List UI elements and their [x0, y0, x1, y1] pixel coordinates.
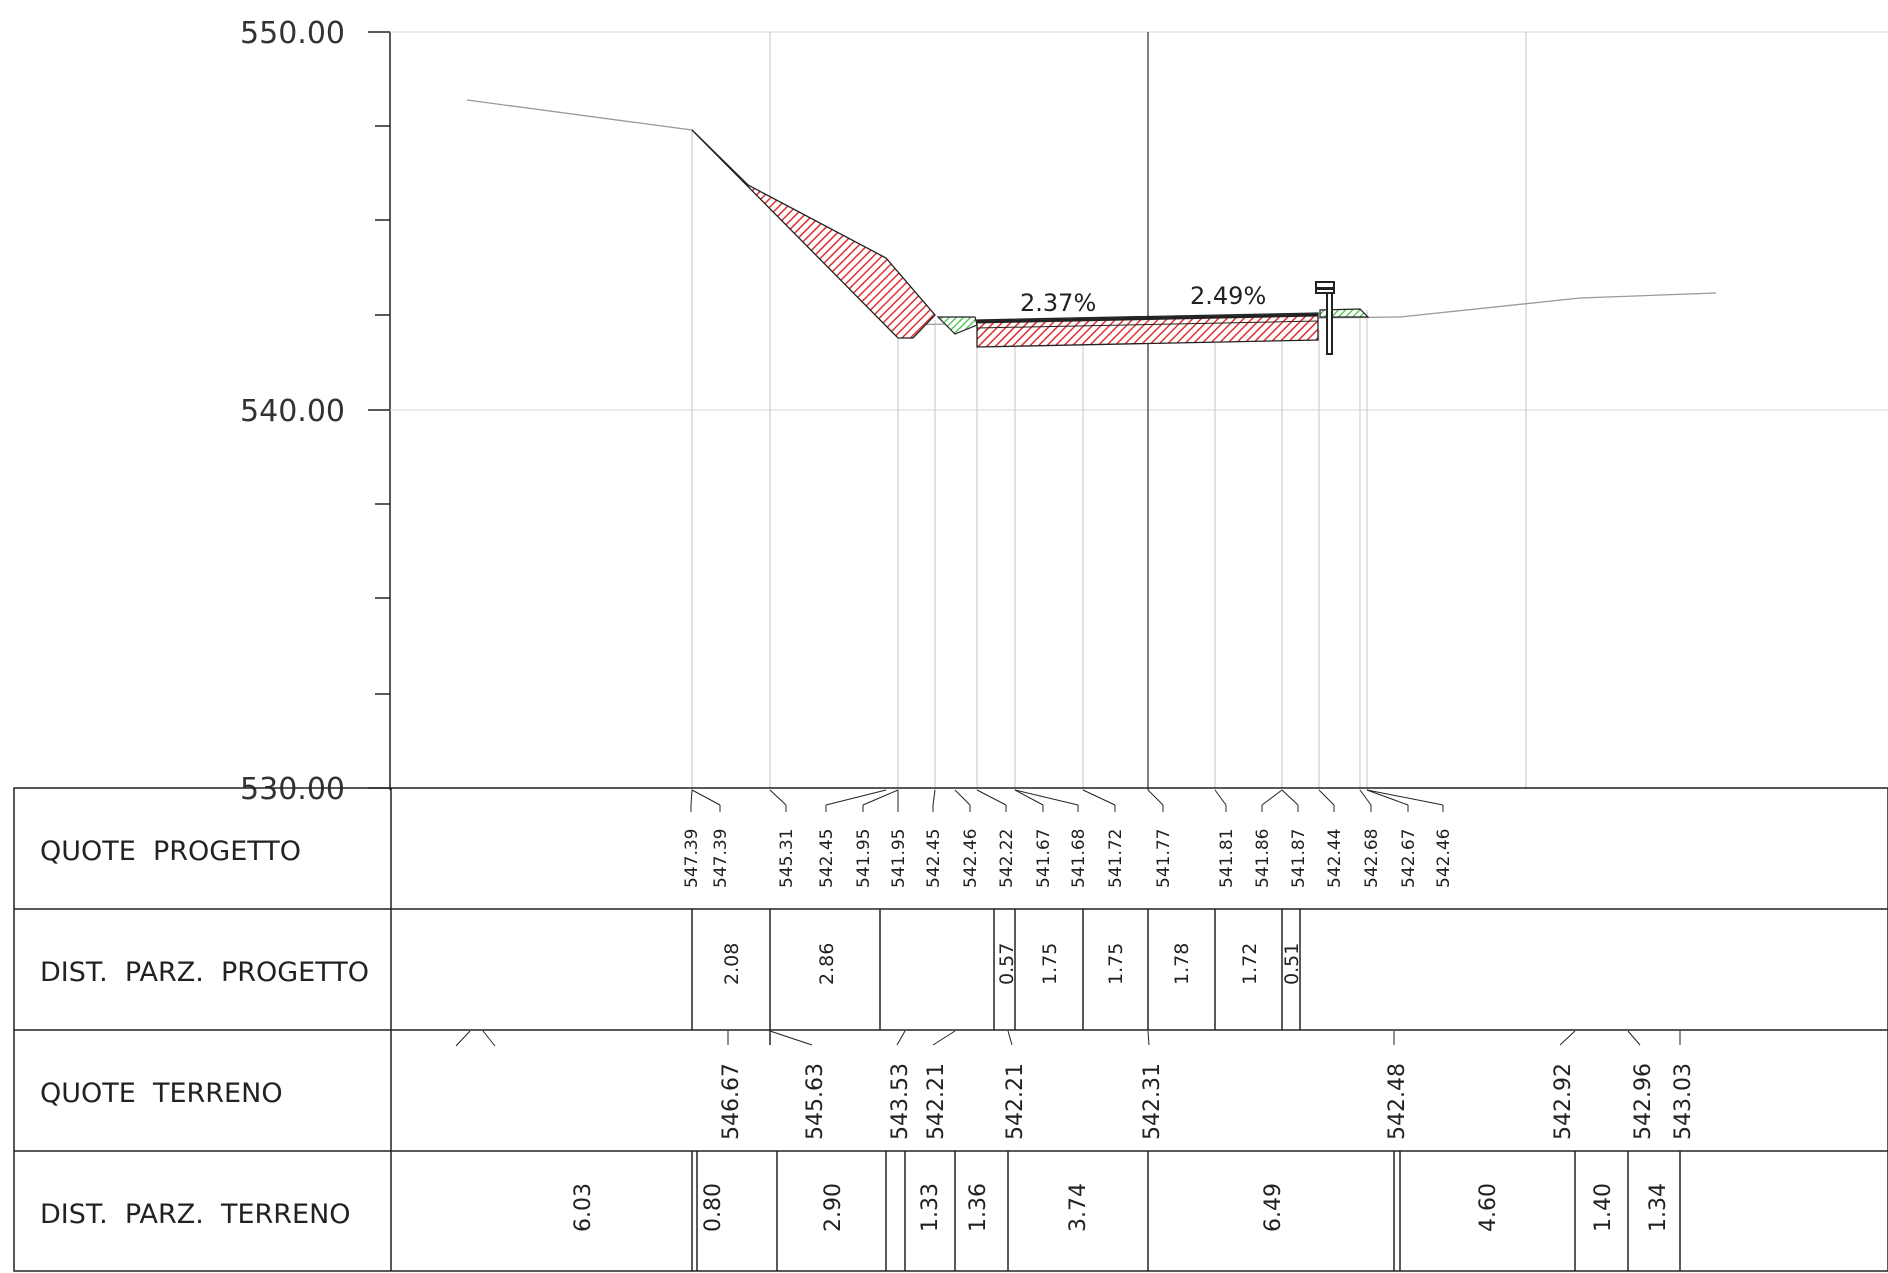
grid-lines	[390, 31, 1888, 411]
row-label-dist-parz-terreno: DIST. PARZ. TERRENO	[40, 1199, 351, 1230]
dist-parz-progetto-value: 1.75	[1105, 943, 1127, 985]
y-label-540: 540.00	[240, 394, 345, 429]
qp-leader	[976, 789, 1007, 806]
qp-leader	[1359, 789, 1372, 806]
quote-progetto-value: 542.44	[1325, 829, 1345, 888]
qp-leader	[1281, 789, 1299, 806]
qt-leader	[1147, 1030, 1150, 1046]
qt-leader	[896, 1030, 906, 1046]
quote-progetto-value: 542.46	[1434, 829, 1454, 888]
qp-leader	[1366, 789, 1409, 806]
dist-parz-terreno-value: 1.36	[966, 1183, 991, 1232]
qt-leader	[1559, 1030, 1576, 1046]
qt-leader	[455, 1030, 471, 1047]
quote-progetto-value: 547.39	[711, 829, 731, 888]
quote-progetto-value: 542.68	[1362, 829, 1382, 888]
quote-terreno-value: 542.31	[1140, 1063, 1165, 1140]
quote-progetto-value: 547.39	[682, 829, 702, 888]
quote-terreno-value: 543.53	[888, 1063, 913, 1140]
embankment-cut-area	[691, 129, 936, 339]
dist-parz-progetto-value: 1.75	[1039, 943, 1061, 985]
quote-progetto-value: 541.95	[889, 829, 909, 888]
dist-parz-progetto-value: 1.78	[1171, 943, 1193, 985]
quote-terreno-value: 543.03	[1671, 1063, 1696, 1140]
dist-parz-terreno-value: 4.60	[1476, 1183, 1501, 1232]
left-ditch	[936, 316, 978, 335]
dist-parz-progetto-value: 2.86	[816, 943, 838, 985]
qp-leader	[932, 789, 936, 806]
slope-left: 2.37%	[1020, 289, 1096, 317]
qt-leader	[1007, 1030, 1013, 1046]
dist-parz-terreno-value: 1.33	[918, 1183, 943, 1232]
vertical-guide-lines	[691, 32, 1527, 790]
dist-parz-terreno-values: 6.03 0.80 2.90 1.33 1.36 3.74 6.49 4.60 1.40 1.34	[571, 1151, 1681, 1271]
qt-leader	[1627, 1030, 1641, 1046]
quote-progetto-value: 542.45	[924, 829, 944, 888]
quote-terreno-value: 542.21	[1003, 1063, 1028, 1140]
dist-parz-progetto-value: 2.08	[721, 943, 743, 985]
qt-leader	[482, 1030, 496, 1047]
quote-progetto-value: 541.81	[1217, 829, 1237, 888]
quote-progetto-values: 547.39 547.39 545.31 542.45 541.95 541.95 542.…	[682, 789, 1454, 888]
qp-leader	[1147, 789, 1164, 806]
qp-leader	[1214, 789, 1227, 806]
qp-leader	[1014, 789, 1044, 806]
dist-parz-terreno-value: 6.03	[571, 1183, 596, 1232]
qp-leader	[690, 789, 693, 806]
quote-progetto-value: 541.72	[1106, 829, 1126, 888]
qp-leader	[954, 789, 971, 806]
quote-progetto-value: 542.22	[997, 829, 1017, 888]
dist-parz-progetto-value: 0.57	[996, 943, 1018, 985]
quote-terreno-value: 542.92	[1551, 1063, 1576, 1140]
quote-terreno-value: 546.67	[719, 1063, 744, 1140]
dist-parz-progetto-value: 0.51	[1281, 943, 1303, 985]
qp-leader	[1014, 789, 1079, 806]
y-label-550: 550.00	[240, 16, 345, 51]
dist-parz-terreno-value: 2.90	[821, 1183, 846, 1232]
qp-leader	[769, 789, 787, 806]
row-label-quote-progetto: QUOTE PROGETTO	[40, 836, 301, 867]
quote-terreno-value: 542.48	[1385, 1063, 1410, 1140]
quote-progetto-value: 541.68	[1069, 829, 1089, 888]
quote-progetto-value: 541.87	[1289, 829, 1309, 888]
quote-progetto-value: 541.86	[1253, 829, 1273, 888]
qt-leader	[932, 1030, 956, 1046]
qp-leader	[691, 789, 721, 806]
dist-parz-terreno-value: 3.74	[1066, 1183, 1091, 1232]
dist-parz-progetto-values: 2.08 2.86 0.57 1.75 1.75 1.78 1.72 0.51	[691, 909, 1303, 1045]
dist-parz-terreno-value: 6.49	[1261, 1183, 1286, 1232]
guardrail-icon	[1315, 281, 1335, 355]
quote-terreno-values: 546.67 545.63 543.53 542.21 542.21 542.31 542.…	[455, 1030, 1696, 1140]
y-label-530: 530.00	[240, 772, 345, 807]
dist-parz-terreno-value: 1.40	[1591, 1183, 1616, 1232]
qt-leader	[769, 1030, 813, 1046]
quote-progetto-value: 542.46	[961, 829, 981, 888]
row-label-dist-parz-progetto: DIST. PARZ. PROGETTO	[40, 957, 369, 988]
quote-progetto-value: 545.31	[777, 829, 797, 888]
qp-leader	[825, 789, 887, 806]
dist-parz-progetto-value: 1.72	[1239, 943, 1261, 985]
quote-progetto-value: 541.95	[854, 829, 874, 888]
quote-terreno-value: 542.21	[924, 1063, 949, 1140]
row-label-quote-terreno: QUOTE TERRENO	[40, 1078, 283, 1109]
quote-terreno-value: 542.96	[1631, 1063, 1656, 1140]
dist-parz-terreno-value: 1.34	[1646, 1183, 1671, 1232]
y-axis: 550.00 540.00 530.00	[240, 16, 391, 807]
qp-leader	[1318, 789, 1335, 806]
qp-leader	[1082, 789, 1116, 806]
quote-progetto-value: 542.67	[1399, 829, 1419, 888]
quote-terreno-value: 545.63	[803, 1063, 828, 1140]
qp-leader	[862, 789, 899, 806]
slope-right: 2.49%	[1190, 282, 1266, 310]
dist-parz-terreno-value: 0.80	[701, 1183, 726, 1232]
quote-progetto-value: 541.77	[1154, 829, 1174, 888]
qp-leader	[1261, 789, 1283, 806]
qp-leader	[1366, 789, 1444, 806]
quote-progetto-value: 541.67	[1034, 829, 1054, 888]
quote-progetto-value: 542.45	[817, 829, 837, 888]
